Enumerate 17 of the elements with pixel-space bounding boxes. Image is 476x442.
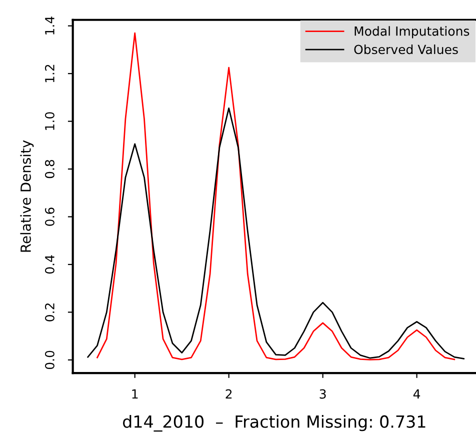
y-tick-label: 1.2 [44, 64, 54, 82]
y-tick-label: 0.8 [44, 160, 54, 178]
y-tick-label: 0.6 [44, 208, 54, 226]
x-tick-label: 1 [132, 389, 138, 399]
x-tick-label: 3 [320, 389, 326, 399]
y-tick-label: 0.2 [44, 304, 54, 322]
y-axis-title: Relative Density [20, 140, 34, 252]
legend-label: Modal Imputations [354, 26, 470, 38]
y-tick-label: 0.0 [44, 350, 54, 370]
x-axis-title: d14_2010 – Fraction Missing: 0.731 [123, 415, 426, 432]
x-tick-label: 4 [413, 389, 420, 399]
y-tick-label: 1.4 [45, 16, 54, 34]
y-tick-label: 0.4 [44, 255, 54, 274]
line-series [87, 107, 464, 360]
x-tick-label: 2 [226, 389, 232, 399]
legend-label: Observed Values [354, 44, 458, 54]
y-tick-label: 1.0 [44, 112, 54, 130]
